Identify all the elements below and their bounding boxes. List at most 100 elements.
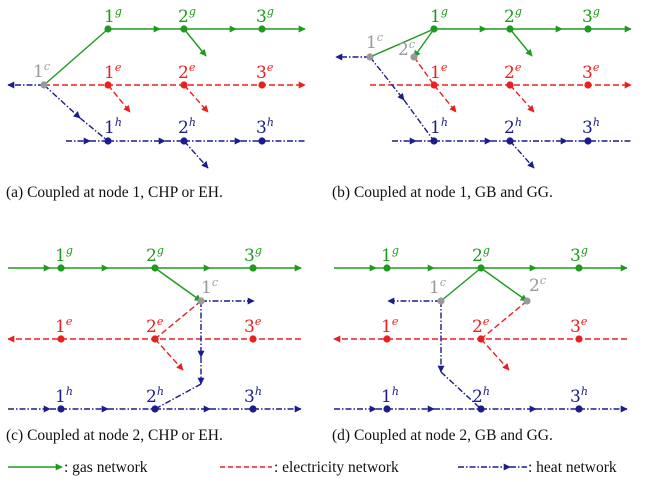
label-3e: 3e <box>582 61 600 83</box>
label-2g: 2g <box>504 5 522 27</box>
node-2g <box>180 25 188 33</box>
coupler-to-elec <box>413 56 435 86</box>
label-2h: 2h <box>504 116 522 138</box>
gas-load-2 <box>183 28 207 57</box>
label-1c: 1c <box>33 60 50 82</box>
node-1h <box>57 405 65 413</box>
caption-a: (a) Coupled at node 1, CHP or EH. <box>6 184 223 201</box>
coupler-to-heat <box>154 383 202 410</box>
node-2g <box>477 264 485 272</box>
node-3h <box>249 405 257 413</box>
legend-gas-label: : gas network <box>64 459 148 476</box>
label-1h: 1h <box>381 385 399 407</box>
label-2h: 2h <box>146 385 164 407</box>
node-1c <box>366 53 374 61</box>
label-1g: 1g <box>55 244 73 266</box>
label-3e: 3e <box>256 61 274 83</box>
elec-load-2 <box>480 338 510 371</box>
label-3h: 3h <box>256 116 274 138</box>
legend-gas: : gas network <box>8 459 148 476</box>
node-2h <box>180 137 188 145</box>
node-1g <box>430 25 438 33</box>
node-2e <box>477 335 485 343</box>
node-2e <box>506 81 514 89</box>
legend-heat-label: : heat network <box>528 459 617 476</box>
node-3h <box>258 137 266 145</box>
label-1e: 1e <box>430 61 448 83</box>
node-2e <box>151 335 159 343</box>
node-1h <box>430 137 438 145</box>
node-2h <box>477 405 485 413</box>
label-1g: 1g <box>381 244 399 266</box>
label-2g: 2g <box>472 244 490 266</box>
label-3h: 3h <box>244 385 262 407</box>
coupler-to-heat-1 <box>369 56 405 101</box>
panel-d: 1c 2c 1g 2g 3g 1e 2e 3e 1h 2h 3h (d) Coupled at nod… <box>332 244 628 444</box>
gas-to-2c <box>480 267 528 302</box>
node-3g <box>249 264 257 272</box>
label-2e: 2e <box>146 315 164 337</box>
label-2e: 2e <box>504 61 522 83</box>
legend-heat: : heat network <box>458 459 617 476</box>
label-1h: 1h <box>104 116 122 138</box>
label-2h: 2h <box>472 385 490 407</box>
label-3e: 3e <box>570 315 588 337</box>
gas-to-coupler <box>43 28 109 86</box>
node-1c <box>197 297 205 305</box>
elec-load-2 <box>509 84 535 113</box>
label-1e: 1e <box>381 315 399 337</box>
node-3e <box>249 335 257 343</box>
label-1h: 1h <box>430 116 448 138</box>
panel-a: 1c 1g 2g 3g 1e 2e 3e 1h 2h 3h (a) Coupled at node … <box>6 5 306 201</box>
gas-load-2 <box>509 28 533 57</box>
node-3g <box>584 25 592 33</box>
legend: : gas network : electricity network : he… <box>8 459 617 476</box>
node-1e <box>383 335 391 343</box>
gas-to-2c <box>413 28 435 58</box>
label-3g: 3g <box>582 5 600 27</box>
coupler-to-elec <box>480 300 528 340</box>
node-1h <box>383 405 391 413</box>
label-1h: 1h <box>55 385 73 407</box>
node-2g <box>151 264 159 272</box>
label-3g: 3g <box>256 5 274 27</box>
coupler-to-elec <box>154 300 202 340</box>
gas-to-coupler <box>154 267 202 302</box>
node-3e <box>584 81 592 89</box>
node-2h <box>151 405 159 413</box>
label-2c: 2c <box>529 274 546 296</box>
node-1c <box>40 81 48 89</box>
coupler-to-heat <box>440 371 482 410</box>
node-2h <box>506 137 514 145</box>
node-1e <box>57 335 65 343</box>
legend-electricity: : electricity network <box>220 459 399 476</box>
label-1g: 1g <box>430 5 448 27</box>
label-3h: 3h <box>582 116 600 138</box>
panel-c: 1c 1g 2g 3g 1e 2e 3e 1h 2h 3h (c) Coupled at node … <box>6 244 302 444</box>
node-1h <box>104 137 112 145</box>
label-1e: 1e <box>55 315 73 337</box>
coupler-to-heat-1 <box>43 84 81 119</box>
caption-d: (d) Coupled at node 2, GB and GG. <box>332 427 553 444</box>
label-2g: 2g <box>178 5 196 27</box>
label-3g: 3g <box>244 244 262 266</box>
node-2c <box>523 297 531 305</box>
legend-electricity-label: : electricity network <box>274 459 399 476</box>
node-1g <box>104 25 112 33</box>
node-1c <box>437 297 445 305</box>
elec-load-1 <box>107 84 131 113</box>
node-1e <box>430 81 438 89</box>
heat-load-2 <box>183 140 209 169</box>
label-3e: 3e <box>244 315 262 337</box>
elec-load-1 <box>433 84 457 113</box>
node-3h <box>584 137 592 145</box>
node-3g <box>258 25 266 33</box>
node-3e <box>575 335 583 343</box>
node-1g <box>383 264 391 272</box>
node-3h <box>575 405 583 413</box>
node-1e <box>104 81 112 89</box>
node-2e <box>180 81 188 89</box>
label-1c: 1c <box>429 276 446 298</box>
elec-load-2 <box>154 338 184 371</box>
